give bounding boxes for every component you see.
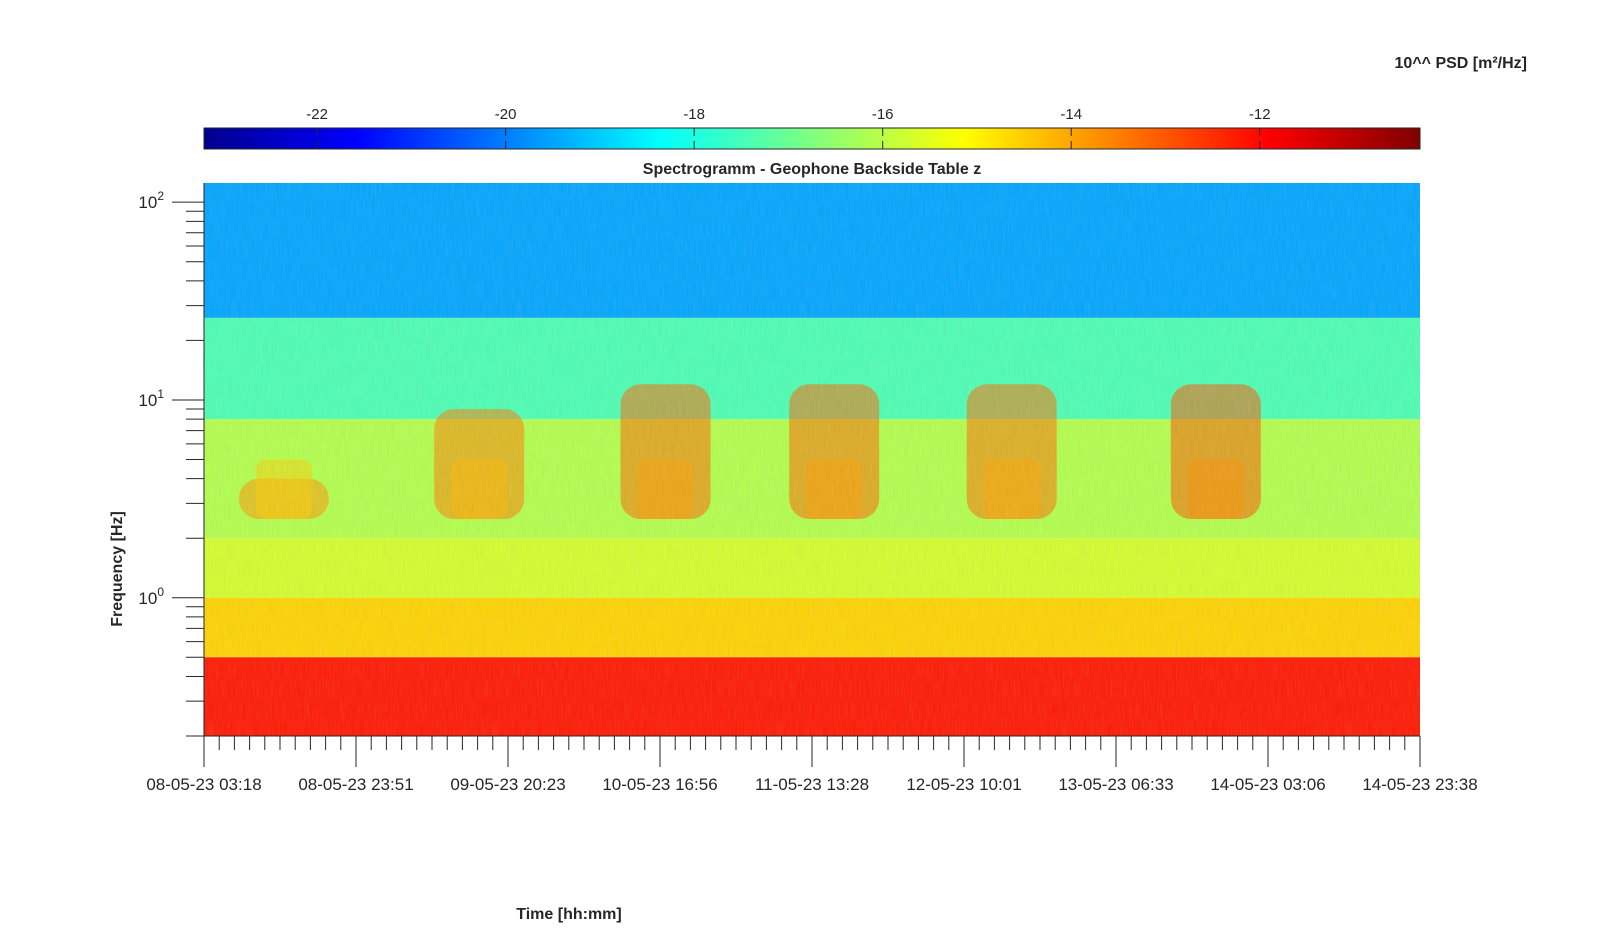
y-tick-label: 102: [138, 189, 164, 212]
y-tick-exponent: 2: [157, 189, 164, 203]
x-tick-label: 14-05-23 03:06: [1210, 775, 1325, 794]
colorbar-label: 10^^ PSD [m²/Hz]: [1395, 55, 1527, 72]
colorbar-tick-label: -22: [306, 106, 328, 123]
y-tick-label: 100: [138, 585, 164, 608]
chart-title: Spectrogramm - Geophone Backside Table z: [643, 161, 981, 178]
noise-texture: [204, 183, 1420, 736]
x-tick-label: 09-05-23 20:23: [450, 775, 565, 794]
colorbar-tick-label: -16: [872, 106, 894, 123]
spectrogram-plot-area: [204, 183, 1420, 736]
x-tick-label: 08-05-23 03:18: [146, 775, 261, 794]
x-tick-label: 10-05-23 16:56: [602, 775, 717, 794]
colorbar-tick-label: -20: [495, 106, 517, 123]
x-tick-label: 13-05-23 06:33: [1058, 775, 1173, 794]
x-axis: 08-05-23 03:18 08-05-23 23:51 09-05-23 20:…: [146, 735, 1478, 794]
y-tick-exponent: 0: [157, 585, 164, 599]
x-tick-label: 08-05-23 23:51: [298, 775, 413, 794]
y-tick-label: 101: [138, 387, 164, 410]
y-tick-base: 10: [138, 193, 157, 212]
y-tick-base: 10: [138, 391, 157, 410]
x-tick-label: 11-05-23 13:28: [755, 775, 869, 794]
x-tick-label: 14-05-23 23:38: [1362, 775, 1477, 794]
y-tick-base: 10: [138, 589, 157, 608]
colorbar-ticks: -22 -20 -18 -16 -14 -12: [306, 106, 1271, 149]
colorbar-tick-label: -14: [1060, 106, 1082, 123]
x-axis-label: Time [hh:mm]: [516, 906, 621, 923]
colorbar: [203, 127, 1421, 150]
y-tick-exponent: 1: [157, 387, 164, 401]
y-axis-label: Frequency [Hz]: [109, 511, 126, 627]
x-tick-label: 12-05-23 10:01: [906, 775, 1021, 794]
colorbar-tick-label: -18: [683, 106, 705, 123]
colorbar-tick-label: -12: [1249, 106, 1271, 123]
